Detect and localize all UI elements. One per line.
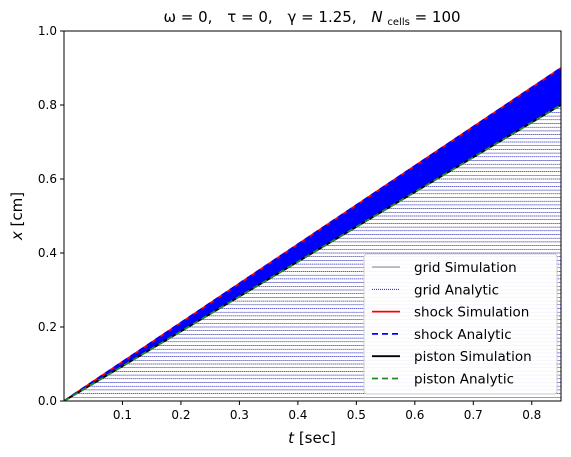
legend-label: shock Simulation: [414, 305, 529, 321]
x-tick-label: 0.5: [347, 408, 366, 422]
plot-frame: [63, 30, 562, 402]
x-tick-label: 0.1: [113, 408, 132, 422]
y-tick-label: 0.6: [38, 172, 57, 186]
title-ncells-base: N: [371, 8, 382, 26]
legend-box: [363, 253, 558, 395]
x-tick-label: 0.3: [230, 408, 249, 422]
legend-entry-shock-simulation: shock Simulation: [372, 305, 529, 321]
legend-entry-piston-simulation: piston Simulation: [372, 349, 532, 365]
y-axis-var: x: [8, 231, 26, 241]
x-tick-label: 0.4: [288, 408, 307, 422]
title-gamma: γ = 1.25,: [287, 8, 356, 26]
x-axis-label: t [sec]: [288, 429, 336, 447]
title-tau: τ = 0,: [227, 8, 272, 26]
legend-label: grid Analytic: [414, 282, 499, 298]
title-ncells-value: = 100: [415, 8, 461, 26]
title-ncells-sub: cells: [387, 17, 409, 28]
series-line-piston-analytic: [64, 104, 561, 401]
y-tick-label: 0.0: [38, 394, 57, 408]
x-axis-unit: [sec]: [294, 429, 336, 447]
y-tick-label: 0.2: [38, 320, 57, 334]
y-tick-label: 0.8: [38, 98, 57, 112]
legend-label: piston Simulation: [414, 349, 532, 365]
legend-entry-piston-analytic: piston Analytic: [372, 372, 514, 388]
x-tick-label: 0.8: [522, 408, 541, 422]
y-axis-label: x [cm]: [8, 192, 26, 241]
x-tick-label: 0.7: [464, 408, 483, 422]
y-tick-label: 0.4: [38, 246, 57, 260]
chart-title: ω = 0, τ = 0, γ = 1.25, N cells = 100: [163, 8, 460, 29]
x-tick-label: 0.2: [171, 408, 190, 422]
title-omega: ω = 0,: [163, 8, 212, 26]
x-axis-var: t: [288, 429, 295, 447]
series-lines: [64, 67, 561, 401]
legend: grid Simulation grid Analytic shock Simula…: [363, 253, 558, 395]
legend-label: grid Simulation: [414, 260, 517, 276]
legend-label: piston Analytic: [414, 372, 514, 388]
series-line-shock-simulation: [64, 67, 561, 401]
legend-entry-shock-analytic: shock Analytic: [372, 327, 512, 343]
legend-label: shock Analytic: [414, 327, 512, 343]
x-tick-label: 0.6: [405, 408, 424, 422]
legend-entry-grid-analytic: grid Analytic: [372, 282, 499, 298]
y-axis-unit: [cm]: [8, 192, 26, 231]
axis-ticks: 0.1 0.2 0.3 0.4 0.5 0.6 0.7 0.8 0.0 0.2 0.4 0.6 0.8 1…: [38, 24, 541, 422]
y-tick-label: 1.0: [38, 24, 57, 38]
legend-entry-grid-simulation: grid Simulation: [372, 260, 517, 276]
